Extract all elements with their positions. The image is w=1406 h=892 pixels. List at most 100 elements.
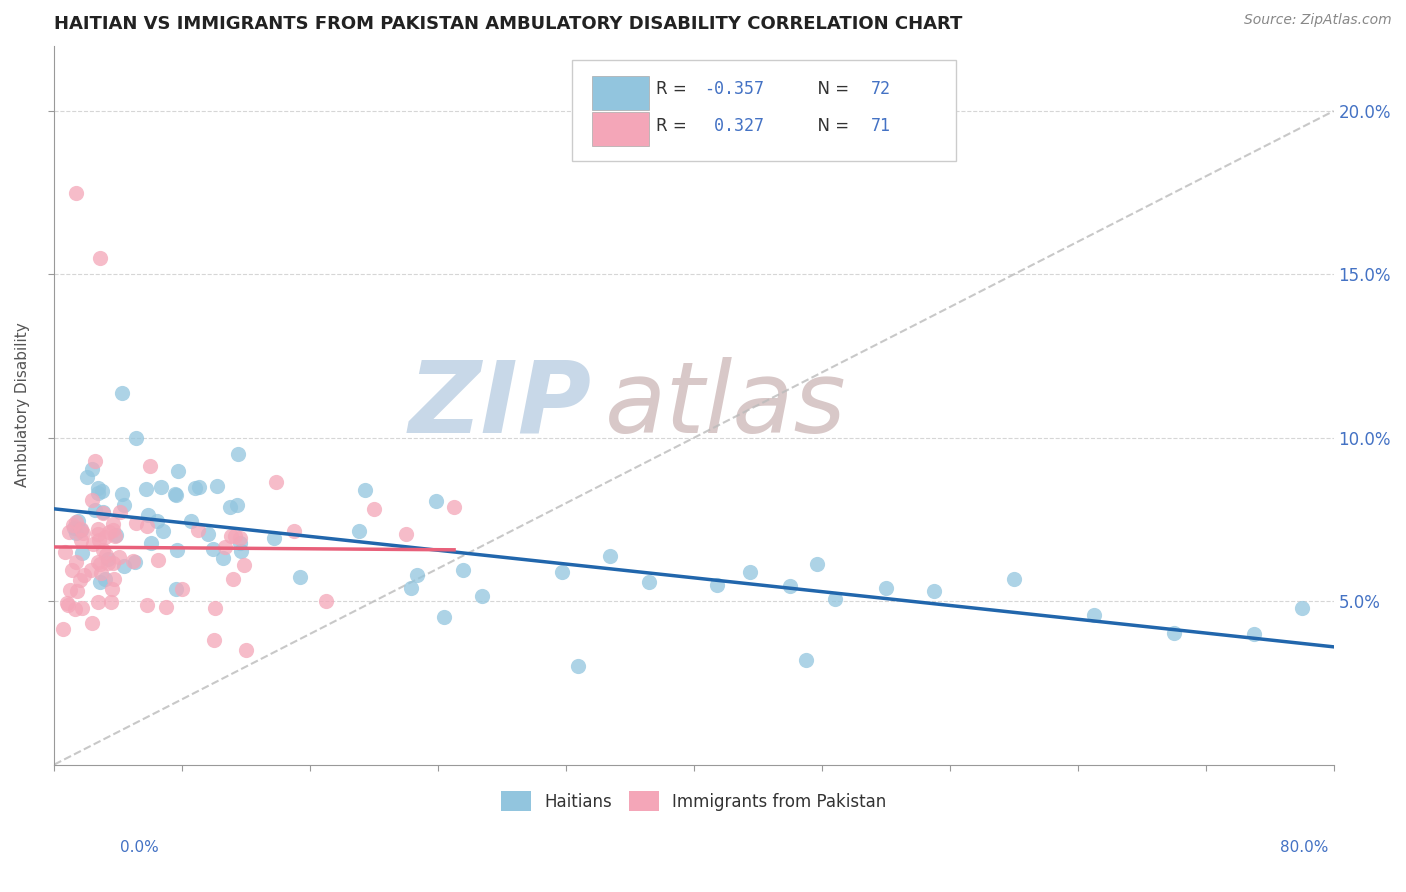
Point	[90, 566, 112, 580]
Point	[184, 481, 207, 495]
Point	[56, 596, 79, 610]
Text: 71: 71	[870, 117, 890, 136]
Point	[94, 548, 117, 562]
Point	[214, 540, 236, 554]
Point	[229, 543, 252, 558]
Point	[84, 454, 107, 468]
Point	[266, 475, 288, 490]
Point	[65, 515, 87, 529]
Point	[101, 516, 124, 531]
Text: 0.327: 0.327	[704, 117, 765, 136]
Text: R =: R =	[655, 117, 692, 136]
Point	[103, 572, 125, 586]
Point	[104, 527, 127, 541]
Point	[1083, 607, 1105, 622]
Point	[211, 550, 233, 565]
Point	[76, 469, 98, 483]
Point	[97, 552, 120, 566]
Point	[94, 529, 117, 543]
Point	[101, 582, 124, 597]
Point	[283, 524, 305, 538]
Point	[89, 533, 111, 547]
Point	[82, 615, 104, 630]
Point	[136, 508, 159, 522]
Point	[204, 600, 226, 615]
Point	[395, 526, 418, 541]
Point	[139, 458, 162, 473]
Point	[202, 633, 225, 648]
Point	[87, 523, 110, 537]
Text: HAITIAN VS IMMIGRANTS FROM PAKISTAN AMBULATORY DISABILITY CORRELATION CHART: HAITIAN VS IMMIGRANTS FROM PAKISTAN AMBU…	[55, 15, 963, 33]
Text: 0.0%: 0.0%	[120, 840, 159, 855]
Point	[124, 555, 146, 569]
Point	[226, 498, 249, 512]
Point	[112, 558, 135, 573]
Legend: Haitians, Immigrants from Pakistan: Haitians, Immigrants from Pakistan	[495, 785, 893, 817]
Point	[108, 505, 131, 519]
FancyBboxPatch shape	[572, 60, 956, 161]
Point	[166, 543, 188, 558]
Point	[91, 506, 114, 520]
Point	[1243, 627, 1265, 641]
Point	[146, 514, 169, 528]
Point	[70, 546, 93, 560]
Point	[104, 529, 127, 543]
Point	[229, 536, 252, 550]
Point	[69, 573, 91, 587]
Point	[363, 501, 385, 516]
Point	[122, 554, 145, 568]
Point	[110, 487, 132, 501]
Point	[146, 552, 169, 566]
Point	[62, 517, 84, 532]
Point	[65, 186, 87, 200]
Point	[135, 518, 157, 533]
Point	[1291, 601, 1313, 615]
Point	[87, 555, 110, 569]
Text: Source: ZipAtlas.com: Source: ZipAtlas.com	[1244, 13, 1392, 28]
Point	[91, 505, 114, 519]
Point	[922, 584, 945, 599]
Point	[706, 578, 728, 592]
Point	[53, 545, 76, 559]
Text: ZIP: ZIP	[409, 357, 592, 454]
Point	[139, 536, 162, 550]
Point	[65, 556, 87, 570]
Point	[135, 482, 157, 496]
Point	[222, 573, 245, 587]
Point	[149, 480, 172, 494]
Point	[187, 523, 209, 537]
Point	[63, 602, 86, 616]
Text: 72: 72	[870, 79, 890, 98]
Point	[91, 543, 114, 558]
Point	[70, 533, 93, 547]
Point	[87, 486, 110, 500]
Point	[135, 598, 157, 612]
Point	[125, 516, 148, 530]
Point	[89, 557, 111, 571]
Point	[65, 526, 87, 541]
Point	[72, 526, 94, 541]
Point	[52, 622, 75, 636]
Point	[111, 385, 134, 400]
Point	[167, 464, 190, 478]
Point	[433, 610, 456, 624]
Point	[58, 524, 80, 539]
Point	[91, 483, 114, 498]
FancyBboxPatch shape	[592, 112, 650, 146]
Text: N =: N =	[807, 117, 853, 136]
Point	[165, 582, 187, 596]
Point	[82, 537, 104, 551]
Point	[347, 524, 370, 538]
Point	[180, 514, 202, 528]
Point	[229, 531, 252, 545]
Point	[125, 431, 148, 445]
Point	[443, 500, 465, 514]
Point	[288, 569, 311, 583]
Point	[70, 601, 93, 615]
Point	[112, 499, 135, 513]
Point	[738, 566, 761, 580]
Point	[315, 593, 337, 607]
Point	[163, 487, 186, 501]
Point	[101, 557, 124, 571]
Point	[67, 514, 90, 528]
